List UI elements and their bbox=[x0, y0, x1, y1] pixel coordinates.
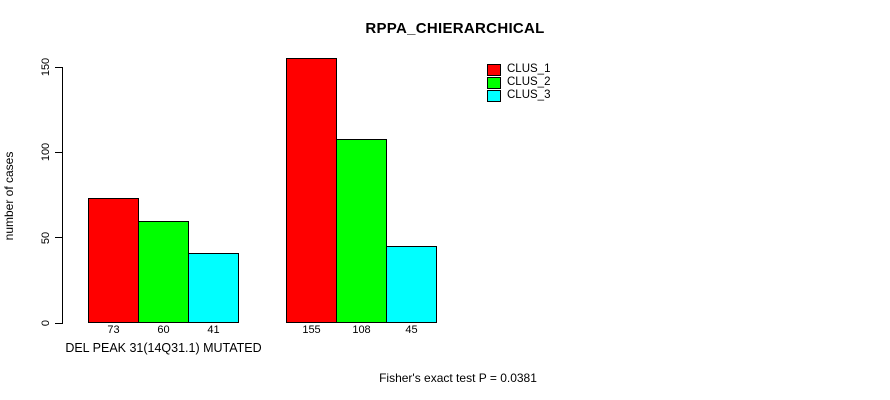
y-tick-label: 50 bbox=[40, 231, 52, 244]
bar-value-label: 60 bbox=[157, 324, 170, 336]
y-tick-mark bbox=[55, 151, 62, 153]
bar-value-label: 45 bbox=[405, 324, 418, 336]
x-group-label: DEL PEAK 31(14Q31.1) MUTATED bbox=[65, 341, 262, 355]
legend-label: CLUS_1 bbox=[507, 63, 551, 75]
bar bbox=[88, 198, 139, 323]
legend-row: CLUS_2 bbox=[487, 76, 550, 89]
legend: CLUS_1 CLUS_2 CLUS_3 bbox=[487, 63, 550, 102]
bar-value-label: 73 bbox=[107, 324, 120, 336]
bar bbox=[386, 246, 437, 323]
legend-row: CLUS_3 bbox=[487, 89, 550, 102]
legend-swatch-icon bbox=[487, 76, 501, 89]
legend-label: CLUS_2 bbox=[507, 76, 551, 88]
legend-swatch-icon bbox=[487, 89, 501, 102]
y-tick-label: 0 bbox=[40, 319, 52, 327]
legend-swatch-icon bbox=[487, 63, 501, 76]
footnote: Fisher's exact test P = 0.0381 bbox=[379, 371, 537, 385]
y-tick-label: 150 bbox=[40, 57, 52, 77]
bar-value-label: 155 bbox=[302, 324, 321, 336]
bar-value-label: 108 bbox=[352, 324, 371, 336]
legend-label: CLUS_3 bbox=[507, 89, 551, 101]
bar bbox=[138, 221, 189, 323]
y-tick-mark bbox=[55, 66, 62, 68]
bar bbox=[286, 58, 337, 323]
chart-title: RPPA_CHIERARCHICAL bbox=[365, 20, 545, 37]
bar-value-label: 41 bbox=[207, 324, 220, 336]
y-axis-line bbox=[62, 67, 63, 324]
y-tick-mark bbox=[55, 237, 62, 239]
legend-row: CLUS_1 bbox=[487, 63, 550, 76]
y-tick-mark bbox=[55, 322, 62, 324]
y-tick-label: 100 bbox=[40, 143, 52, 162]
bar bbox=[336, 139, 387, 323]
y-axis-label: number of cases bbox=[2, 151, 16, 241]
bar bbox=[188, 253, 239, 323]
